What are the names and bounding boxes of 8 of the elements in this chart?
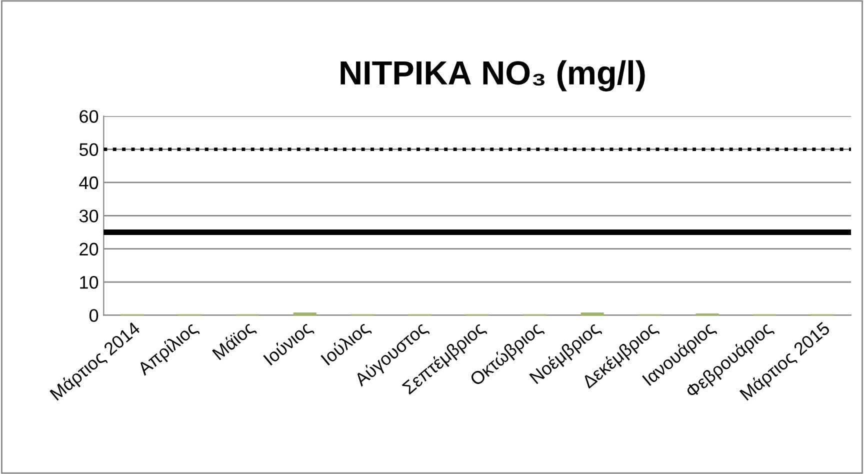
y-tick-label: 50 (79, 143, 98, 156)
y-tick-label: 60 (80, 110, 98, 123)
y-tick-label: 0 (89, 309, 98, 322)
y-tick-label: 10 (80, 276, 98, 289)
y-tick-label: 20 (80, 242, 98, 256)
y-tick-label: 30 (79, 210, 98, 222)
chart-title: ΝΙΤΡΙΚΑ NO₃ (mg/l) (340, 60, 645, 92)
y-tick-label: 40 (79, 176, 98, 190)
